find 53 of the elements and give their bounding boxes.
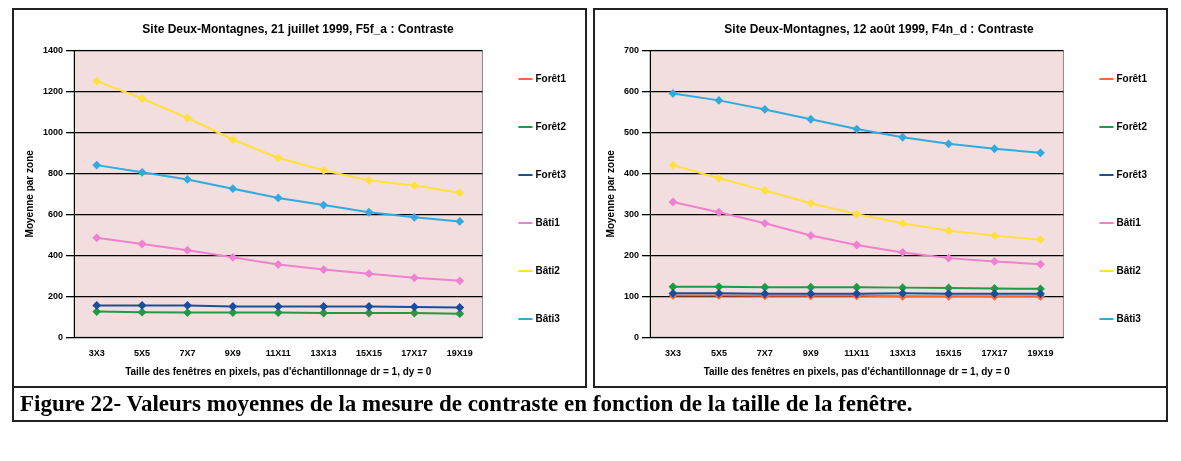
x-tick-label: 11X11: [265, 348, 291, 359]
legend-label: Forêt3: [535, 168, 567, 180]
x-tick-label: 5X5: [710, 348, 727, 359]
y-axis-title: Moyenne par zone: [23, 149, 35, 238]
legend-label: Bâti3: [1116, 312, 1142, 324]
x-tick-label: 17X17: [981, 348, 1008, 359]
legend-label: Bâti1: [1116, 216, 1142, 228]
y-tick-label: 600: [623, 85, 640, 96]
y-tick-label: 500: [623, 126, 640, 137]
y-tick-label: 600: [47, 208, 64, 219]
legend-label: Forêt1: [1116, 72, 1148, 84]
x-tick-label: 17X17: [401, 348, 428, 359]
legend-label: Forêt3: [1116, 168, 1148, 180]
legend-label: Bâti1: [535, 216, 561, 228]
y-tick-label: 700: [623, 44, 640, 55]
x-axis-title: Taille des fenêtres en pixels, pas d'échantillonnage dr = 1, dy = 0: [125, 365, 432, 377]
x-tick-label: 13X13: [889, 348, 916, 359]
legend-label: Bâti2: [535, 264, 561, 276]
x-tick-label: 19X19: [1027, 348, 1054, 359]
x-tick-label: 9X9: [224, 348, 241, 359]
x-tick-label: 13X13: [310, 348, 337, 359]
x-tick-label: 19X19: [446, 348, 473, 359]
y-tick-label: 100: [623, 290, 640, 301]
x-tick-label: 3X3: [664, 348, 681, 359]
chart-title: Site Deux-Montagnes, 12 août 1999, F4n_d : Contraste: [724, 21, 1035, 36]
y-tick-label: 1000: [42, 126, 64, 137]
x-axis-title: Taille des fenêtres en pixels, pas d'échantillonnage dr = 1, dy = 0: [703, 365, 1011, 377]
legend-label: Forêt2: [1116, 120, 1148, 132]
y-axis-title: Moyenne par zone: [604, 149, 616, 238]
x-tick-label: 7X7: [756, 348, 773, 359]
y-tick-label: 1400: [42, 44, 64, 55]
x-tick-label: 5X5: [134, 348, 151, 359]
x-tick-label: 9X9: [802, 348, 819, 359]
caption: Figure 22- Valeurs moyennes de la mesure de contraste en fonction de la taille de la fenêtre.: [12, 388, 1168, 422]
x-tick-label: 7X7: [179, 348, 196, 359]
x-tick-label: 15X15: [935, 348, 962, 359]
legend-label: Bâti3: [535, 312, 561, 324]
y-tick-label: 0: [634, 331, 640, 342]
x-tick-label: 11X11: [844, 348, 870, 359]
chart-title: Site Deux-Montagnes, 21 juillet 1999, F5f_a : Contraste: [142, 21, 455, 36]
legend-label: Bâti2: [1116, 264, 1142, 276]
y-tick-label: 800: [47, 167, 64, 178]
legend-label: Forêt1: [535, 72, 567, 84]
y-tick-label: 200: [47, 290, 64, 301]
y-tick-label: 400: [623, 167, 640, 178]
y-tick-label: 400: [47, 249, 64, 260]
y-tick-label: 1200: [42, 85, 64, 96]
x-tick-label: 3X3: [88, 348, 105, 359]
y-tick-label: 300: [623, 208, 640, 219]
y-tick-label: 200: [623, 249, 640, 260]
x-tick-label: 15X15: [355, 348, 382, 359]
legend-label: Forêt2: [535, 120, 567, 132]
y-tick-label: 0: [58, 331, 64, 342]
